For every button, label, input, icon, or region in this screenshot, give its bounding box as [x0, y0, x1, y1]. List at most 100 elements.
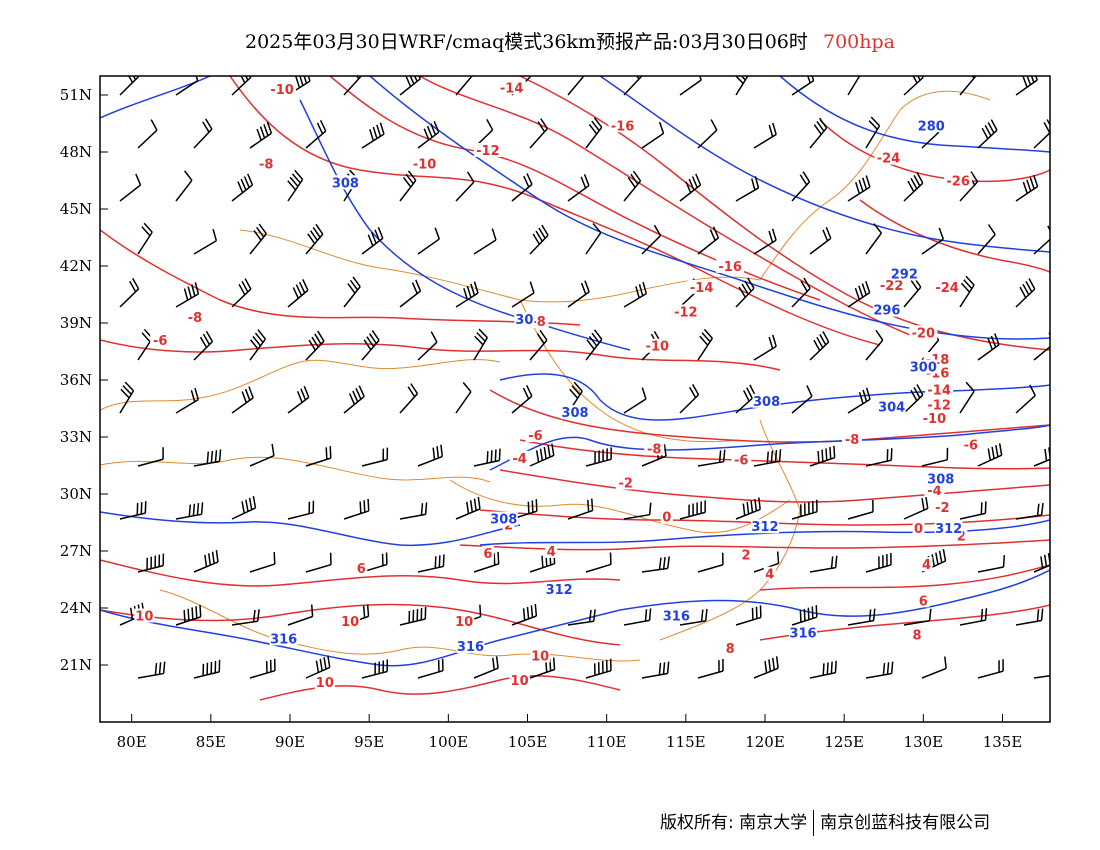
temperature-label: -2 — [618, 477, 632, 492]
copyright-right: 南京创蓝科技有限公司 — [820, 813, 991, 833]
height-label: 304 — [878, 401, 905, 416]
wind-barb — [343, 276, 361, 308]
wind-barb — [231, 609, 260, 626]
wind-barb — [249, 658, 276, 679]
wind-barb — [753, 334, 777, 361]
lat-tick-label: 39N — [60, 314, 92, 332]
temperature-label: -10 — [646, 340, 670, 355]
inner-province-b — [449, 479, 791, 534]
wind-barb — [847, 76, 861, 96]
lon-tick-label: 95E — [354, 733, 384, 751]
longitude-axis: 80E 85E 90E 95E 100E 105E 110E 115E 120E 125E 130E… — [117, 714, 1022, 751]
wind-barb — [511, 603, 538, 626]
temperature-label: -14 — [690, 281, 714, 296]
wind-barb — [977, 659, 1004, 679]
wind-barb — [679, 500, 706, 520]
wind-barb — [1015, 608, 1044, 626]
height-label: 308 — [490, 513, 517, 528]
wind-barb — [305, 446, 332, 467]
wind-barb — [473, 328, 488, 361]
wind-barb — [623, 502, 652, 520]
wind-barb — [753, 228, 777, 255]
wind-barb — [1015, 278, 1036, 308]
wind-barb — [977, 555, 1006, 573]
temperature-label-bg — [410, 156, 439, 171]
wind-barb — [959, 275, 975, 308]
height-label-bg — [909, 359, 938, 374]
height-label-bg — [456, 638, 485, 653]
wind-barb — [641, 224, 662, 255]
wind-barb — [399, 606, 427, 626]
wind-barb — [231, 278, 252, 308]
temperature-label-bg — [314, 675, 335, 689]
wind-barb — [175, 76, 199, 96]
south-border — [159, 589, 641, 662]
wind-barb — [977, 224, 996, 255]
temperature-label: 8 — [912, 629, 921, 644]
wind-barb — [529, 443, 555, 467]
wind-barb — [511, 173, 533, 202]
wind-barb — [193, 549, 219, 573]
temperature-label: 8 — [726, 642, 735, 657]
wind-barb — [249, 329, 267, 361]
wind-barb — [809, 660, 837, 679]
wind-barb — [1033, 332, 1050, 361]
height-label-bg — [751, 519, 779, 534]
wind-barb — [343, 385, 365, 414]
wind-barb — [305, 119, 327, 149]
lat-tick-label: 21N — [60, 656, 92, 674]
wind-barb — [231, 495, 257, 520]
wind-barb — [679, 173, 702, 202]
wind-barb — [417, 554, 445, 573]
wind-barb — [455, 382, 472, 414]
temperature-label: -16 — [718, 260, 742, 275]
height-label-bg — [514, 312, 535, 327]
lat-tick-label: 45N — [60, 200, 92, 218]
temperature-label: -6 — [734, 454, 748, 469]
wind-barb — [119, 381, 135, 414]
wind-barb — [753, 122, 777, 149]
map-frame — [99, 75, 1051, 723]
height-label-bg — [331, 175, 360, 190]
wind-barb — [623, 387, 647, 414]
coast — [659, 419, 801, 641]
lon-tick-label: 125E — [824, 733, 864, 751]
wind-barb — [249, 552, 276, 573]
wind-barb — [193, 449, 222, 467]
wind-barb — [193, 118, 213, 149]
wind-barb — [921, 656, 947, 679]
wind-barb — [119, 173, 142, 202]
temperature-label: -22 — [880, 279, 904, 294]
wind-barb — [473, 656, 499, 679]
temperature-label: 2 — [741, 549, 750, 564]
temperature-label: 10 — [341, 615, 359, 630]
wind-barb — [417, 227, 440, 255]
temperature-label-bg — [920, 557, 933, 572]
wind-barb — [417, 444, 443, 467]
footer-divider — [813, 810, 815, 836]
temperature-label-bg — [185, 310, 205, 325]
temperature-label-bg — [917, 593, 930, 608]
height-label: 292 — [891, 268, 918, 283]
wind-barb — [567, 381, 583, 414]
wind-barb — [305, 223, 324, 255]
temperature-label: -26 — [946, 174, 970, 189]
wind-barb — [585, 447, 612, 467]
height-label: 316 — [457, 640, 484, 655]
height-label: 316 — [663, 610, 690, 625]
wind-barb — [921, 447, 949, 467]
wind-barb — [529, 118, 548, 149]
wind-barb — [641, 556, 670, 573]
map-plot-area: -10 -14-16-12-10-8 -24-26-16-14-12-10-8-6-… — [100, 76, 1050, 701]
height-label: 312 — [935, 522, 962, 537]
latitude-axis: 51N 48N 45N 42N 39N 36N 33N 30N 27N 24N 21N — [60, 86, 108, 674]
lat-tick-label: 24N — [60, 599, 92, 617]
wind-barb — [1033, 447, 1050, 467]
wind-barb — [193, 330, 214, 361]
wind-barb — [735, 76, 749, 96]
wind-barb — [399, 502, 428, 520]
height-label-bg — [877, 399, 906, 414]
lon-tick-label: 85E — [196, 733, 226, 751]
wind-barbs — [119, 76, 1050, 679]
temperature-label-bg — [671, 304, 700, 319]
